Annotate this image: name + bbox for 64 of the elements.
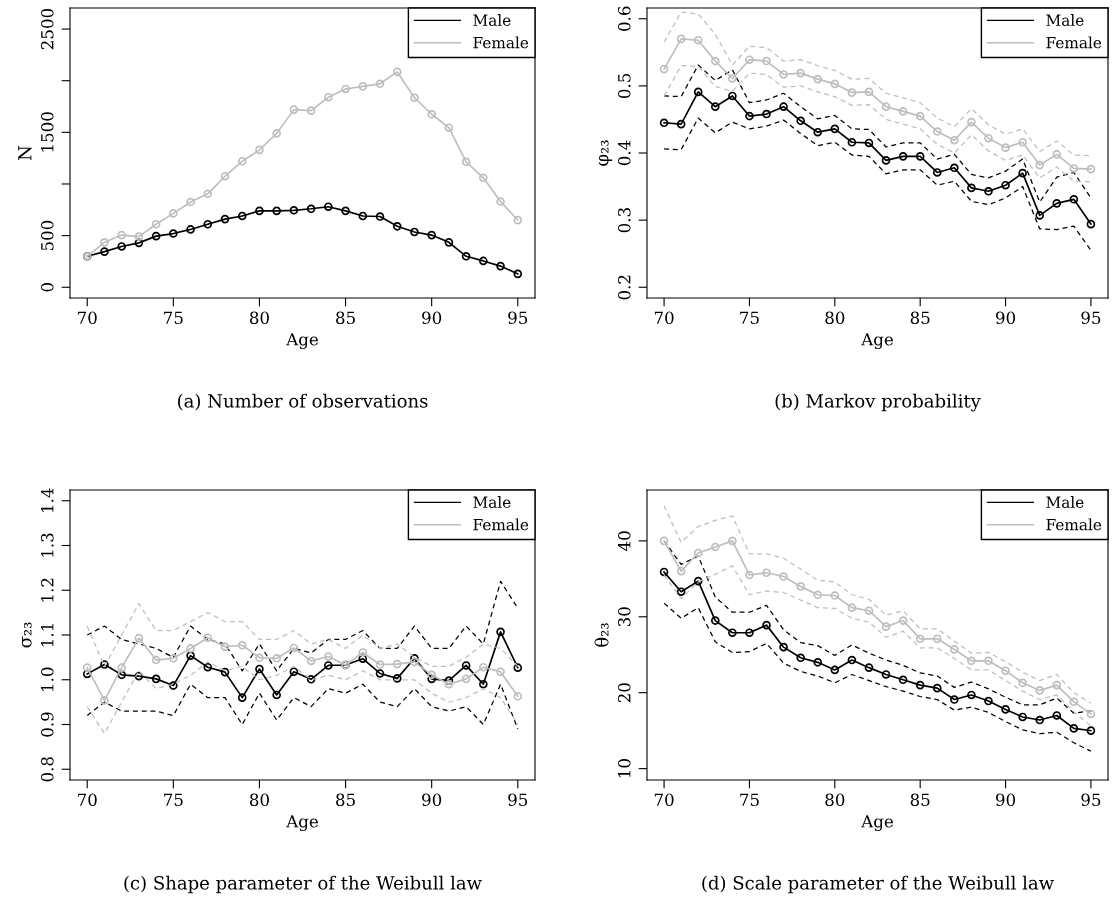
legend-label: Female [1046,518,1102,531]
y-tick-label: 1.4 [40,488,54,512]
x-tick-label: 85 [336,793,355,807]
y-tick-label: 500 [40,220,54,251]
text: (c) Shape parameter of the Weibull law [124,875,482,894]
y-tick-label: 2500 [40,8,54,50]
y-tick-label: 0 [40,283,54,292]
x-tick-label: 70 [654,311,674,325]
y-tick-label: 1500 [40,112,54,152]
legend-label: Female [473,36,529,49]
y-tick-label: 30 [617,607,631,627]
x-axis-title: Age [286,815,318,832]
x-tick-label: 90 [422,311,442,325]
x-tick-label: 90 [996,311,1016,325]
text: (a) Number of observations [178,393,428,411]
legend-label: Male [473,496,511,508]
text: (d) Scale parameter of the Weibull law [702,875,1054,894]
x-tick-label: 70 [654,793,674,807]
x-axis-title: Age [861,333,893,350]
x-tick-label: 70 [78,793,97,807]
x-tick-label: 70 [78,311,97,325]
legend-label: Male [1046,14,1084,26]
y-tick-label: 1.3 [40,533,54,557]
y-tick-label: 20 [617,683,631,703]
legend-label: Female [473,518,529,531]
x-tick-label: 95 [508,793,528,807]
x-tick-label: 80 [825,793,845,807]
legend-label: Male [1046,496,1084,508]
x-tick-label: 90 [422,793,442,807]
y-axis-title: φ₂₃ [598,140,613,166]
y-tick-label: 0.3 [617,208,631,233]
text: (b) Markov probability [775,393,981,412]
legend-label: Male [473,14,511,26]
y-tick-label: 1.0 [40,667,54,691]
x-tick-label: 80 [249,311,269,325]
y-tick-label: 0.8 [40,757,54,782]
x-tick-label: 75 [164,793,183,807]
x-tick-label: 75 [740,793,759,807]
y-tick-label: 0.4 [617,140,631,166]
y-tick-label: 1.1 [40,624,54,647]
y-axis-title: θ₂₃ [594,623,609,647]
x-tick-label: 75 [740,311,759,325]
y-tick-label: 10 [617,759,631,778]
x-tick-label: 95 [1081,311,1101,325]
x-tick-label: 85 [910,793,930,807]
x-tick-label: 75 [164,311,183,325]
y-tick-label: 0.5 [617,73,631,99]
y-tick-label: 1.2 [40,578,54,602]
y-axis-title: σ₂₃ [21,622,32,648]
x-tick-label: 95 [1081,793,1101,807]
x-tick-label: 95 [508,311,528,325]
x-tick-label: 80 [249,793,269,807]
y-axis-title: N [18,145,32,161]
x-tick-label: 90 [996,793,1016,807]
y-tick-label: 0.6 [617,6,631,31]
y-tick-label: 0.2 [617,275,631,300]
x-axis-title: Age [286,333,318,350]
x-axis-title: Age [861,815,893,832]
y-tick-label: 40 [617,531,631,551]
legend-label: Female [1046,36,1102,49]
x-tick-label: 85 [910,311,930,325]
x-tick-label: 80 [825,311,845,325]
x-tick-label: 85 [336,311,355,325]
y-tick-label: 0.9 [40,712,54,737]
